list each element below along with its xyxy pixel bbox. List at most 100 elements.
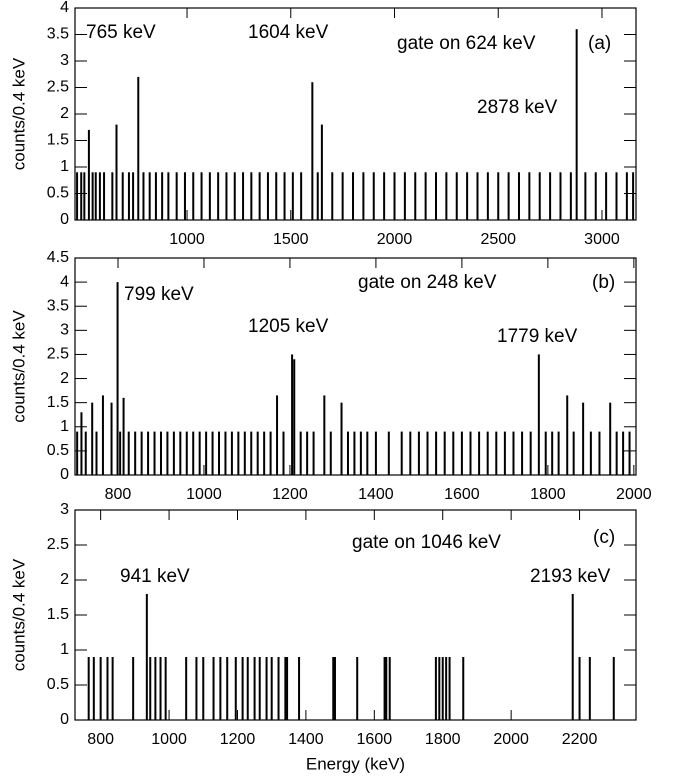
y-tick-label: 0	[60, 466, 69, 483]
spike	[149, 657, 152, 720]
spike	[495, 431, 498, 475]
x-tick-label: 1200	[272, 486, 308, 503]
x-tick-label: 3000	[584, 231, 620, 248]
spike	[286, 657, 289, 720]
spike	[269, 431, 272, 475]
spike	[353, 431, 356, 475]
plot-frame	[74, 509, 637, 721]
x-tick-label: 2000	[377, 231, 413, 248]
spike	[106, 657, 109, 720]
spike	[211, 431, 214, 475]
y-tick-label: 2	[60, 571, 69, 588]
spike	[119, 431, 122, 475]
spike	[434, 657, 437, 720]
spike	[111, 172, 114, 220]
spike	[116, 282, 119, 475]
annotation: gate on 624 keV	[397, 33, 536, 54]
spike	[234, 657, 237, 720]
spike	[455, 172, 458, 220]
spike	[359, 431, 362, 475]
spike	[469, 431, 472, 475]
spike	[434, 172, 437, 220]
spike	[569, 172, 572, 220]
annotation: 2193 keV	[530, 566, 611, 587]
x-tick-label: 1800	[530, 486, 566, 503]
y-tick-label: 0.5	[47, 185, 69, 202]
spike	[83, 172, 86, 220]
annotation: (a)	[588, 33, 611, 54]
x-tick-label: 2200	[562, 731, 598, 748]
spike	[246, 657, 249, 720]
spike	[537, 354, 540, 475]
spike	[283, 172, 286, 220]
spike	[142, 172, 145, 220]
spike	[448, 657, 451, 720]
x-tick-label: 1400	[288, 731, 324, 748]
spike	[185, 657, 188, 720]
spike	[153, 431, 156, 475]
spike	[362, 172, 365, 220]
spike	[383, 172, 386, 220]
spike	[99, 657, 102, 720]
spike	[551, 431, 554, 475]
spike	[549, 172, 552, 220]
spike	[167, 172, 170, 220]
spike	[103, 172, 106, 220]
spike	[584, 172, 587, 220]
spike	[372, 172, 375, 220]
y-tick-label: 1.5	[47, 606, 69, 623]
spike	[256, 431, 259, 475]
spike	[132, 657, 135, 720]
spike	[258, 172, 261, 220]
y-tick-label: 3	[60, 501, 69, 518]
annotation: gate on 1046 keV	[352, 532, 501, 553]
spike	[258, 657, 261, 720]
spike	[134, 431, 137, 475]
spike	[166, 431, 169, 475]
spike	[300, 172, 303, 220]
spike	[250, 431, 253, 475]
spike	[154, 657, 157, 720]
spike	[316, 172, 319, 220]
x-tick-label: 1000	[151, 731, 187, 748]
spike	[578, 657, 581, 720]
y-tick-label: 1	[60, 641, 69, 658]
spike	[172, 431, 175, 475]
spike	[462, 657, 465, 720]
spike	[110, 402, 113, 475]
spike	[311, 82, 314, 220]
spike	[388, 657, 391, 720]
spike	[486, 172, 489, 220]
y-tick-label: 2	[60, 370, 69, 387]
spike	[226, 657, 229, 720]
y-tick-label: 2.5	[47, 536, 69, 553]
spike	[529, 431, 532, 475]
annotation: 765 keV	[86, 22, 156, 43]
y-tick-label: 1	[60, 158, 69, 175]
spike	[76, 172, 79, 220]
spike	[94, 172, 97, 220]
spike	[332, 657, 335, 720]
annotation: 799 keV	[124, 284, 194, 305]
spike	[424, 172, 427, 220]
spike	[175, 172, 178, 220]
spike	[183, 172, 186, 220]
annotation: 941 keV	[120, 566, 190, 587]
spike	[323, 395, 326, 475]
spike	[145, 594, 148, 720]
spike	[452, 431, 455, 475]
spike	[291, 354, 294, 475]
spike	[291, 172, 294, 220]
annotation: (c)	[593, 527, 615, 548]
spike	[179, 431, 182, 475]
y-tick-label: 0.5	[47, 676, 69, 693]
spike	[393, 172, 396, 220]
spike	[445, 657, 448, 720]
y-tick-label: 1	[60, 418, 69, 435]
spike	[212, 657, 215, 720]
y-tick-label: 0	[60, 211, 69, 228]
spike	[284, 657, 287, 720]
y-tick-label: 4	[60, 273, 69, 290]
spike	[140, 431, 143, 475]
spike	[127, 172, 130, 220]
